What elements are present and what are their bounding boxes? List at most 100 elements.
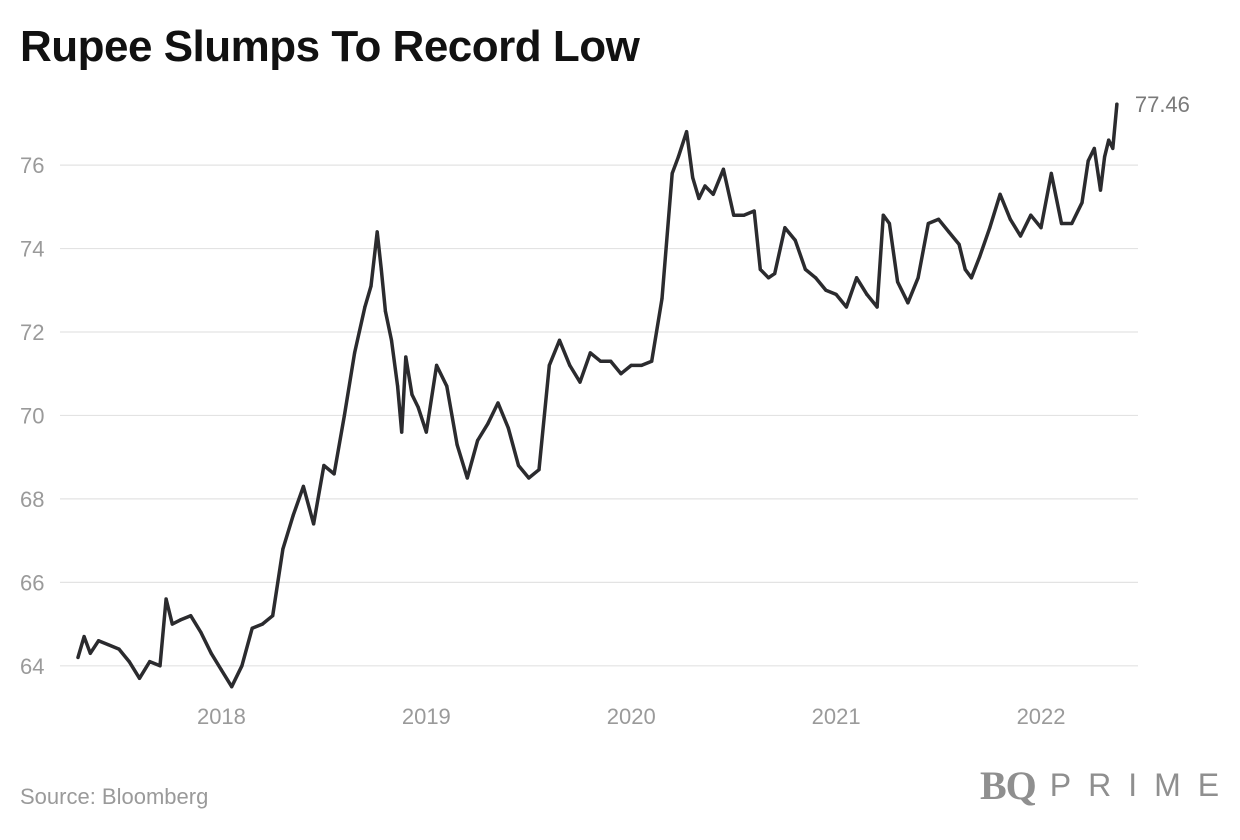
- bq-prime-logo: BQ PRIME: [980, 762, 1236, 809]
- data-point: [988, 226, 992, 230]
- x-tick-label: 2020: [607, 704, 656, 729]
- data-point: [947, 230, 951, 234]
- data-point: [424, 430, 428, 434]
- data-point: [389, 338, 394, 342]
- data-point: [855, 276, 859, 280]
- logo-mark: BQ: [980, 763, 1037, 808]
- data-point: [963, 267, 967, 272]
- data-point: [291, 513, 295, 518]
- data-point: [158, 664, 162, 668]
- data-point: [465, 476, 469, 480]
- data-point: [1039, 226, 1043, 230]
- usd-inr-line-chart: 64 66 68 70 72 74 76 2018 2019 2020 2021 2022 77.4…: [20, 92, 1190, 729]
- data-point: [758, 267, 762, 272]
- data-point: [824, 288, 828, 292]
- y-tick-label: 68: [20, 487, 44, 512]
- data-point: [445, 384, 449, 388]
- chart-title: Rupee Slumps To Record Low: [20, 22, 640, 71]
- data-point: [834, 292, 838, 297]
- last-value-label: 77.46: [1135, 92, 1190, 117]
- series-line-usd-inr: [76, 102, 1119, 689]
- data-point: [88, 651, 92, 655]
- data-point: [375, 230, 379, 234]
- data-point: [127, 660, 131, 664]
- data-point: [732, 213, 736, 217]
- data-point: [486, 422, 490, 426]
- data-point: [527, 476, 531, 480]
- annotations: 77.46: [1135, 92, 1190, 117]
- data-point: [342, 413, 346, 418]
- data-point: [1111, 146, 1115, 151]
- data-point: [660, 297, 664, 301]
- data-point: [721, 167, 726, 171]
- data-point: [957, 242, 961, 246]
- data-point: [312, 522, 316, 526]
- data-point: [363, 305, 367, 309]
- x-tick-label: 2022: [1017, 704, 1066, 729]
- data-point: [148, 660, 152, 664]
- data-point: [578, 380, 582, 384]
- data-point: [516, 463, 521, 468]
- data-point: [416, 405, 420, 409]
- data-point: [219, 668, 224, 672]
- data-point: [619, 372, 623, 376]
- data-point: [977, 255, 982, 259]
- data-point: [766, 276, 771, 280]
- data-point: [107, 643, 111, 647]
- data-point: [537, 468, 541, 472]
- y-tick-label: 76: [20, 153, 44, 178]
- data-point: [609, 359, 613, 363]
- data-point: [865, 292, 869, 297]
- x-axis-ticks: 2018 2019 2020 2021 2022: [197, 704, 1066, 729]
- data-point: [875, 305, 879, 309]
- data-point: [506, 426, 510, 430]
- y-tick-label: 64: [20, 654, 44, 679]
- y-tick-label: 66: [20, 570, 44, 595]
- data-point: [650, 359, 654, 363]
- data-point: [684, 130, 689, 134]
- data-point: [588, 351, 592, 355]
- data-point: [96, 639, 101, 643]
- data-point: [752, 209, 756, 213]
- x-tick-label: 2019: [402, 704, 451, 729]
- data-point: [1086, 159, 1090, 163]
- data-point: [783, 226, 787, 230]
- data-point: [814, 276, 818, 280]
- data-point: [711, 192, 715, 196]
- data-point: [1029, 213, 1033, 217]
- data-point: [1098, 188, 1103, 192]
- data-point: [697, 196, 701, 201]
- data-point: [1102, 155, 1107, 159]
- data-point: [400, 430, 404, 434]
- data-point: [383, 309, 387, 313]
- source-note: Source: Bloomberg: [20, 784, 209, 809]
- data-point: [76, 655, 80, 660]
- data-point: [1107, 138, 1111, 142]
- data-point: [598, 359, 603, 363]
- data-point: [916, 276, 920, 280]
- data-point: [271, 614, 275, 618]
- data-point: [199, 630, 203, 635]
- data-point: [896, 280, 900, 284]
- data-point: [455, 443, 459, 447]
- data-point: [1070, 221, 1074, 226]
- data-point: [260, 622, 265, 626]
- data-point: [691, 176, 695, 180]
- x-tick-label: 2021: [812, 704, 861, 729]
- data-point: [230, 685, 234, 689]
- data-point: [301, 484, 305, 488]
- data-point: [353, 351, 357, 355]
- y-tick-label: 72: [20, 320, 44, 345]
- data-point: [322, 463, 326, 468]
- data-point: [1059, 221, 1064, 226]
- data-point: [117, 647, 121, 651]
- data-point: [496, 401, 500, 405]
- data-point: [547, 363, 551, 367]
- data-point: [281, 547, 285, 551]
- series-layer: [76, 102, 1119, 689]
- data-point: [676, 155, 680, 159]
- data-point: [404, 355, 408, 359]
- data-point: [137, 676, 142, 680]
- data-point: [170, 622, 174, 626]
- data-point: [164, 597, 168, 601]
